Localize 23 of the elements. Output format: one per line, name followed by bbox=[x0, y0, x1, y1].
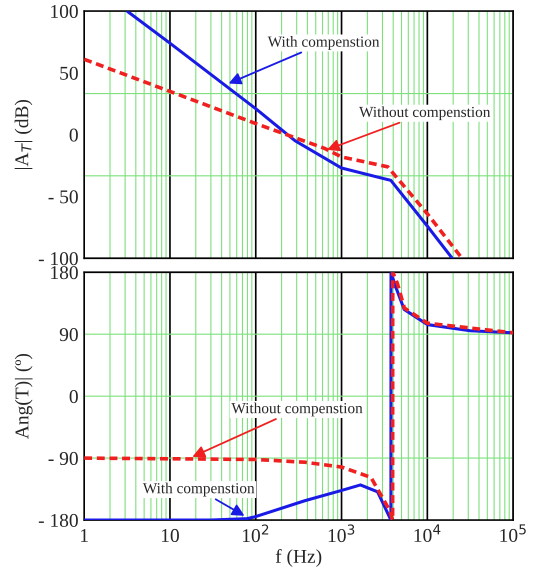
x-axis-title: f (Hz) bbox=[276, 549, 322, 567]
annotation: With compenstion bbox=[142, 482, 254, 496]
y-tick-label: 0 bbox=[70, 390, 78, 404]
x-tick-label: 10$^{4}$ bbox=[414, 524, 440, 542]
y-tick-label: - 50 bbox=[48, 190, 78, 204]
annotation: Without compenstion bbox=[359, 106, 490, 120]
x-tick-label: 1 bbox=[81, 529, 88, 542]
x-tick-label: 10$^{5}$ bbox=[500, 524, 526, 542]
x-tick-label: 10 bbox=[162, 528, 179, 542]
annotation: Without compenstion bbox=[231, 402, 363, 416]
annotation: With compenstion bbox=[268, 36, 380, 50]
x-tick-label: 10$^{2}$ bbox=[242, 524, 268, 542]
y-axis-title: |A$_{T}$| (dB) bbox=[14, 100, 32, 169]
y-tick-label: 180 bbox=[51, 266, 78, 280]
y-tick-label: 50 bbox=[60, 66, 78, 80]
y-tick-label: 100 bbox=[51, 4, 78, 18]
y-tick-label: - 90 bbox=[48, 452, 78, 466]
y-axis-title: Ang(T)| (º) bbox=[14, 354, 33, 439]
x-tick-label: 10$^{3}$ bbox=[328, 524, 354, 542]
y-tick-label: - 180 bbox=[38, 514, 78, 527]
y-tick-label: 0 bbox=[70, 128, 78, 142]
y-tick-label: 90 bbox=[60, 328, 78, 342]
y-tick-label: - 100 bbox=[38, 252, 78, 266]
